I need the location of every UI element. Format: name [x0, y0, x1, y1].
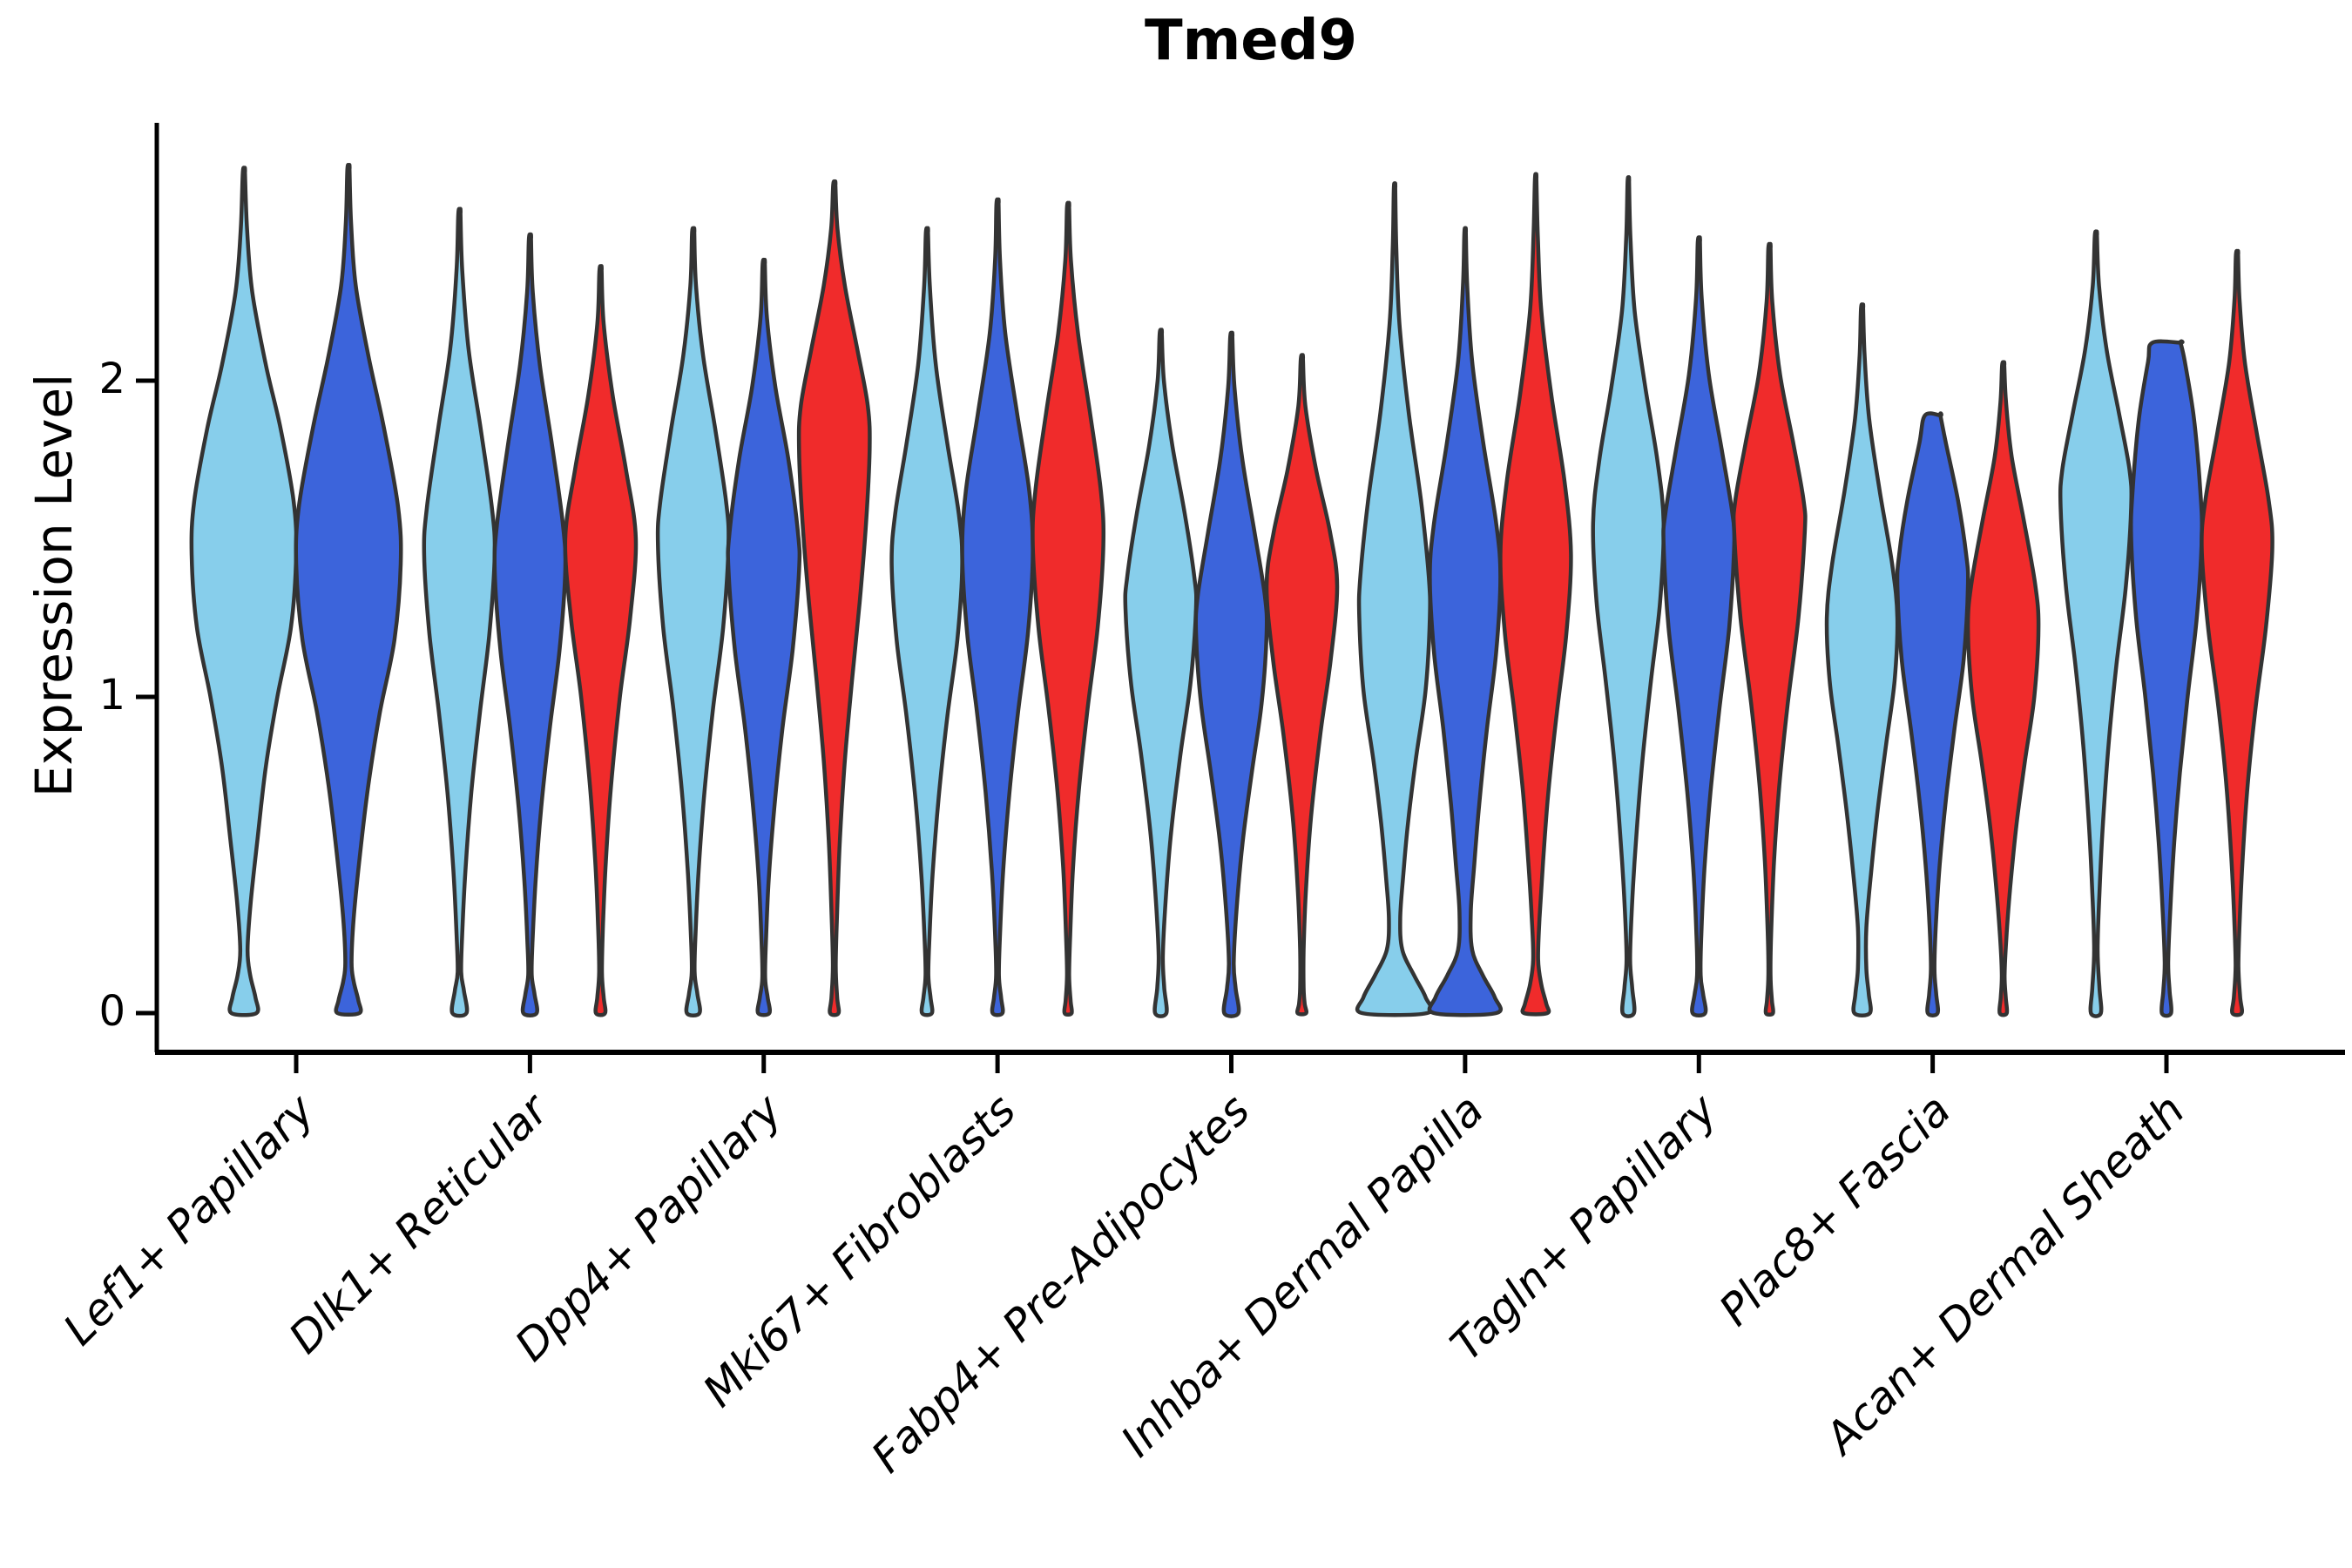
violin — [1895, 411, 1970, 1017]
violin — [492, 232, 568, 1017]
y-tick-label: 0 — [98, 987, 125, 1036]
violin — [1965, 360, 2041, 1017]
y-axis-label: Expression Level — [24, 373, 84, 798]
violin — [563, 264, 639, 1017]
violin — [1498, 172, 1573, 1017]
page-title: Tmed9 — [1144, 9, 1358, 73]
y-tick-label: 1 — [98, 671, 125, 720]
violin — [1661, 235, 1737, 1017]
violin — [1591, 175, 1666, 1018]
violin — [1731, 241, 1808, 1017]
y-tick-label: 2 — [98, 355, 125, 403]
violin — [655, 226, 731, 1017]
violin — [1123, 328, 1199, 1018]
violin — [726, 257, 802, 1017]
violin — [1193, 330, 1269, 1018]
violin — [960, 197, 1035, 1017]
violin — [796, 179, 872, 1017]
violin — [2128, 339, 2205, 1018]
violin — [294, 163, 403, 1017]
violin — [2200, 248, 2274, 1017]
violin — [1031, 200, 1106, 1017]
violin — [1427, 226, 1504, 1017]
violin — [189, 166, 299, 1017]
violin — [422, 206, 497, 1018]
violin — [2058, 229, 2134, 1018]
violin — [1824, 302, 1900, 1017]
violin — [1264, 353, 1340, 1017]
violin — [1355, 181, 1434, 1017]
violin — [889, 226, 964, 1017]
